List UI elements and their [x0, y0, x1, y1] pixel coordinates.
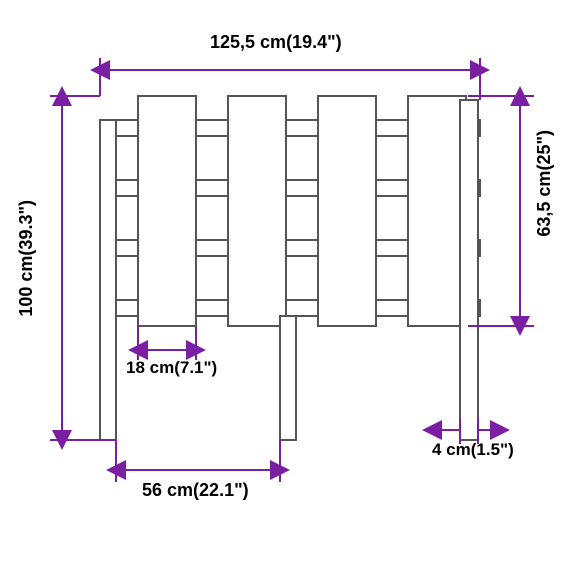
dim-panel-height: 63,5 cm(25"): [534, 130, 555, 237]
dimension-lines: [0, 0, 584, 584]
dim-slat-width: 18 cm(7.1"): [126, 358, 217, 378]
dim-height: 100 cm(39.3"): [16, 200, 37, 317]
dim-depth: 4 cm(1.5"): [432, 440, 514, 460]
dim-width: 125,5 cm(19.4"): [210, 32, 342, 53]
dim-leg-gap: 56 cm(22.1"): [142, 480, 249, 501]
